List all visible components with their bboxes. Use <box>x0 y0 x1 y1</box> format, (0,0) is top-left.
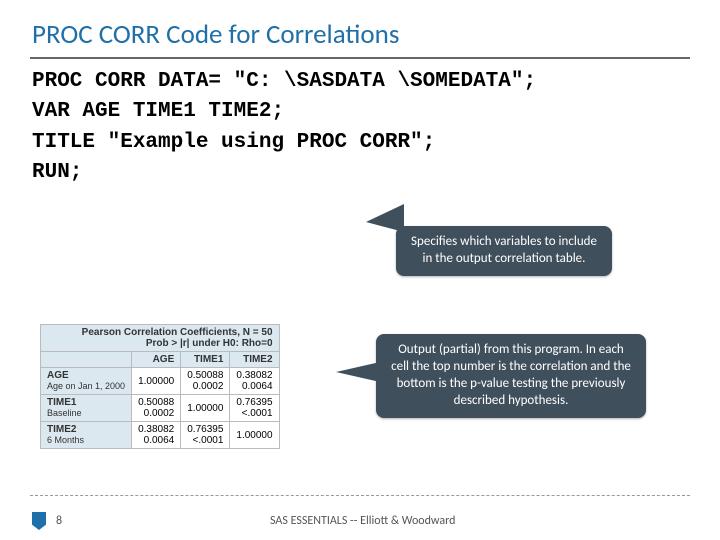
col-age: AGE <box>132 352 181 368</box>
code-line-1: PROC CORR DATA= "C: \SASDATA \SOMEDATA"; <box>32 67 720 97</box>
cell: 1.00000 <box>230 422 279 449</box>
footer-text: SAS ESSENTIALS -- Elliott & Woodward <box>270 514 455 528</box>
cell: 0.76395<.0001 <box>230 395 279 422</box>
cell: 0.500880.0002 <box>181 368 230 395</box>
cell: 1.00000 <box>132 368 181 395</box>
code-line-4: RUN; <box>32 158 720 188</box>
table-header-1: Pearson Correlation Coefficients, N = 50… <box>41 325 280 352</box>
callout-variables: Specifies which variables to include in … <box>396 226 612 276</box>
col-time2: TIME2 <box>230 352 279 368</box>
page-number: 8 <box>56 514 62 528</box>
table-corner <box>41 352 132 368</box>
title-underline <box>30 57 690 59</box>
row-age: AGEAge on Jan 1, 2000 <box>41 368 132 395</box>
col-time1: TIME1 <box>181 352 230 368</box>
cell: 0.76395<.0001 <box>181 422 230 449</box>
code-line-3: TITLE "Example using PROC CORR"; <box>32 128 720 158</box>
code-block: PROC CORR DATA= "C: \SASDATA \SOMEDATA";… <box>0 67 720 189</box>
cell: 0.500880.0002 <box>132 395 181 422</box>
cell: 1.00000 <box>181 395 230 422</box>
cell: 0.380820.0064 <box>230 368 279 395</box>
footer-divider <box>30 495 690 504</box>
slide-title: PROC CORR Code for Correlations <box>0 0 720 57</box>
page-marker-icon <box>32 512 46 530</box>
correlation-table: Pearson Correlation Coefficients, N = 50… <box>40 324 280 449</box>
row-time1: TIME1Baseline <box>41 395 132 422</box>
row-time2: TIME26 Months <box>41 422 132 449</box>
cell: 0.380820.0064 <box>132 422 181 449</box>
callout-output: Output (partial) from this program. In e… <box>376 334 646 418</box>
code-line-2: VAR AGE TIME1 TIME2; <box>32 97 720 127</box>
